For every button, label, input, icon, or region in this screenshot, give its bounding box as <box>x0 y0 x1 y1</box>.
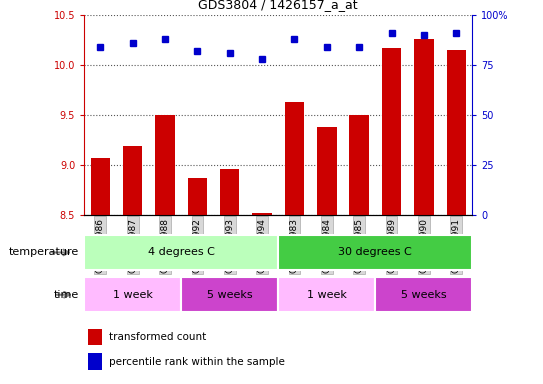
Bar <box>84 277 181 312</box>
Text: time: time <box>53 290 79 300</box>
Bar <box>88 329 102 346</box>
Bar <box>91 158 110 215</box>
Bar <box>252 213 272 215</box>
Bar <box>446 50 466 215</box>
Text: 1 week: 1 week <box>113 290 153 300</box>
Bar <box>88 353 102 369</box>
Text: 4 degrees C: 4 degrees C <box>148 247 214 258</box>
Text: transformed count: transformed count <box>109 332 207 343</box>
Text: temperature: temperature <box>9 247 79 258</box>
Bar <box>84 235 279 270</box>
Bar <box>278 235 472 270</box>
Bar <box>278 277 375 312</box>
Bar <box>188 178 207 215</box>
Text: 5 weeks: 5 weeks <box>401 290 447 300</box>
Title: GDS3804 / 1426157_a_at: GDS3804 / 1426157_a_at <box>199 0 358 12</box>
Bar <box>155 115 175 215</box>
Bar <box>350 115 369 215</box>
Bar <box>181 277 279 312</box>
Bar <box>285 102 304 215</box>
Text: 5 weeks: 5 weeks <box>207 290 252 300</box>
Bar <box>414 39 434 215</box>
Bar <box>317 127 337 215</box>
Text: 30 degrees C: 30 degrees C <box>338 247 412 258</box>
Bar <box>123 146 142 215</box>
Bar <box>220 169 239 215</box>
Bar <box>382 48 401 215</box>
Bar <box>375 277 472 312</box>
Text: percentile rank within the sample: percentile rank within the sample <box>109 356 285 367</box>
Text: 1 week: 1 week <box>307 290 347 300</box>
